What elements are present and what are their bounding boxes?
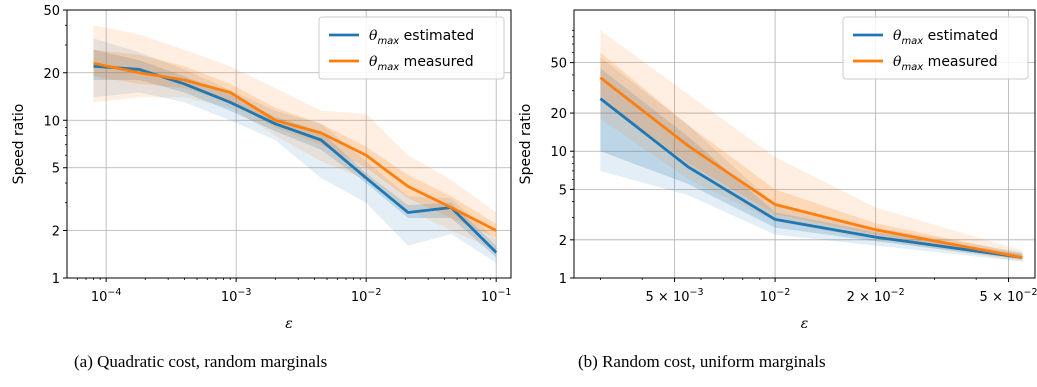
y-tick-label: 5 (559, 183, 567, 198)
caption-a: (a) Quadratic cost, random marginals (74, 352, 328, 371)
x-tick-label: 5 × 10−3 (646, 287, 704, 305)
legend: θmax estimated θmax measured (842, 16, 1029, 80)
legend-label-measured: θmax measured (893, 54, 998, 73)
legend-label-estimated: θmax estimated (369, 28, 474, 47)
chart-b: 1 2 5 10 20 50 5 × 10−3 10−2 2 × 10−2 5 × 10−2 ε Sp… (518, 9, 1037, 332)
estimated-outer-band (93, 38, 497, 263)
legend-box (318, 16, 505, 80)
measured-inner-band (600, 52, 1023, 260)
plot-area (599, 30, 1023, 262)
estimated-inner-band (93, 49, 497, 258)
measured-line (599, 76, 1023, 259)
legend: θmax estimated θmax measured (318, 16, 505, 80)
y-tick-label: 50 (550, 57, 567, 72)
axes-frame (573, 9, 1036, 279)
y-tick-label: 10 (550, 145, 567, 160)
x-tick-label: 10−3 (221, 287, 252, 305)
y-tick-label: 1 (52, 272, 60, 287)
chart-a: 1 2 5 10 20 50 10−4 10−3 10−2 10−1 ε Speed ratio θma… (11, 4, 512, 332)
x-tick-label: 5 × 10−2 (980, 287, 1037, 305)
estimated-line (599, 97, 1023, 259)
y-tick-label: 2 (52, 225, 60, 240)
x-tick-label: 10−2 (351, 287, 382, 305)
y-tick-label: 20 (550, 107, 567, 122)
x-axis-label: ε (801, 316, 809, 332)
y-tick-label: 10 (43, 114, 60, 129)
plot-area (93, 25, 498, 263)
y-axis-label: Speed ratio (518, 104, 534, 185)
y-axis-label: Speed ratio (11, 104, 27, 185)
x-tick-label: 10−2 (760, 287, 791, 305)
axes-frame (66, 9, 512, 279)
measured-outer-band (600, 30, 1023, 262)
legend-box (842, 16, 1029, 80)
x-axis-label: ε (285, 316, 293, 332)
x-tick-label: 10−4 (91, 287, 122, 305)
y-tick-label: 1 (559, 272, 567, 287)
estimated-outer-band (600, 57, 1023, 262)
measured-line (93, 61, 497, 232)
y-tick-label: 50 (43, 4, 60, 19)
y-tick-label: 2 (559, 234, 567, 249)
legend-label-estimated: θmax estimated (893, 28, 998, 47)
caption-b: (b) Random cost, uniform marginals (578, 352, 826, 371)
x-tick-label: 10−1 (481, 287, 512, 305)
x-tick-label: 2 × 10−2 (847, 287, 905, 305)
figure: 1 2 5 10 20 50 10−4 10−3 10−2 10−1 ε Speed ratio θma… (11, 4, 1037, 332)
y-tick-label: 20 (43, 67, 60, 82)
y-tick-label: 5 (52, 162, 60, 177)
legend-label-measured: θmax measured (369, 54, 474, 73)
